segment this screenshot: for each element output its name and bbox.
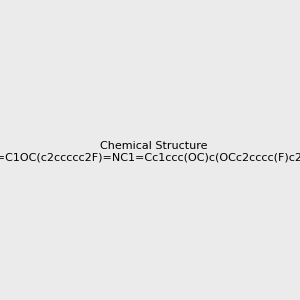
Text: Chemical Structure
O=C1OC(c2ccccc2F)=NC1=Cc1ccc(OC)c(OCc2cccc(F)c2)c1: Chemical Structure O=C1OC(c2ccccc2F)=NC1… bbox=[0, 141, 300, 162]
